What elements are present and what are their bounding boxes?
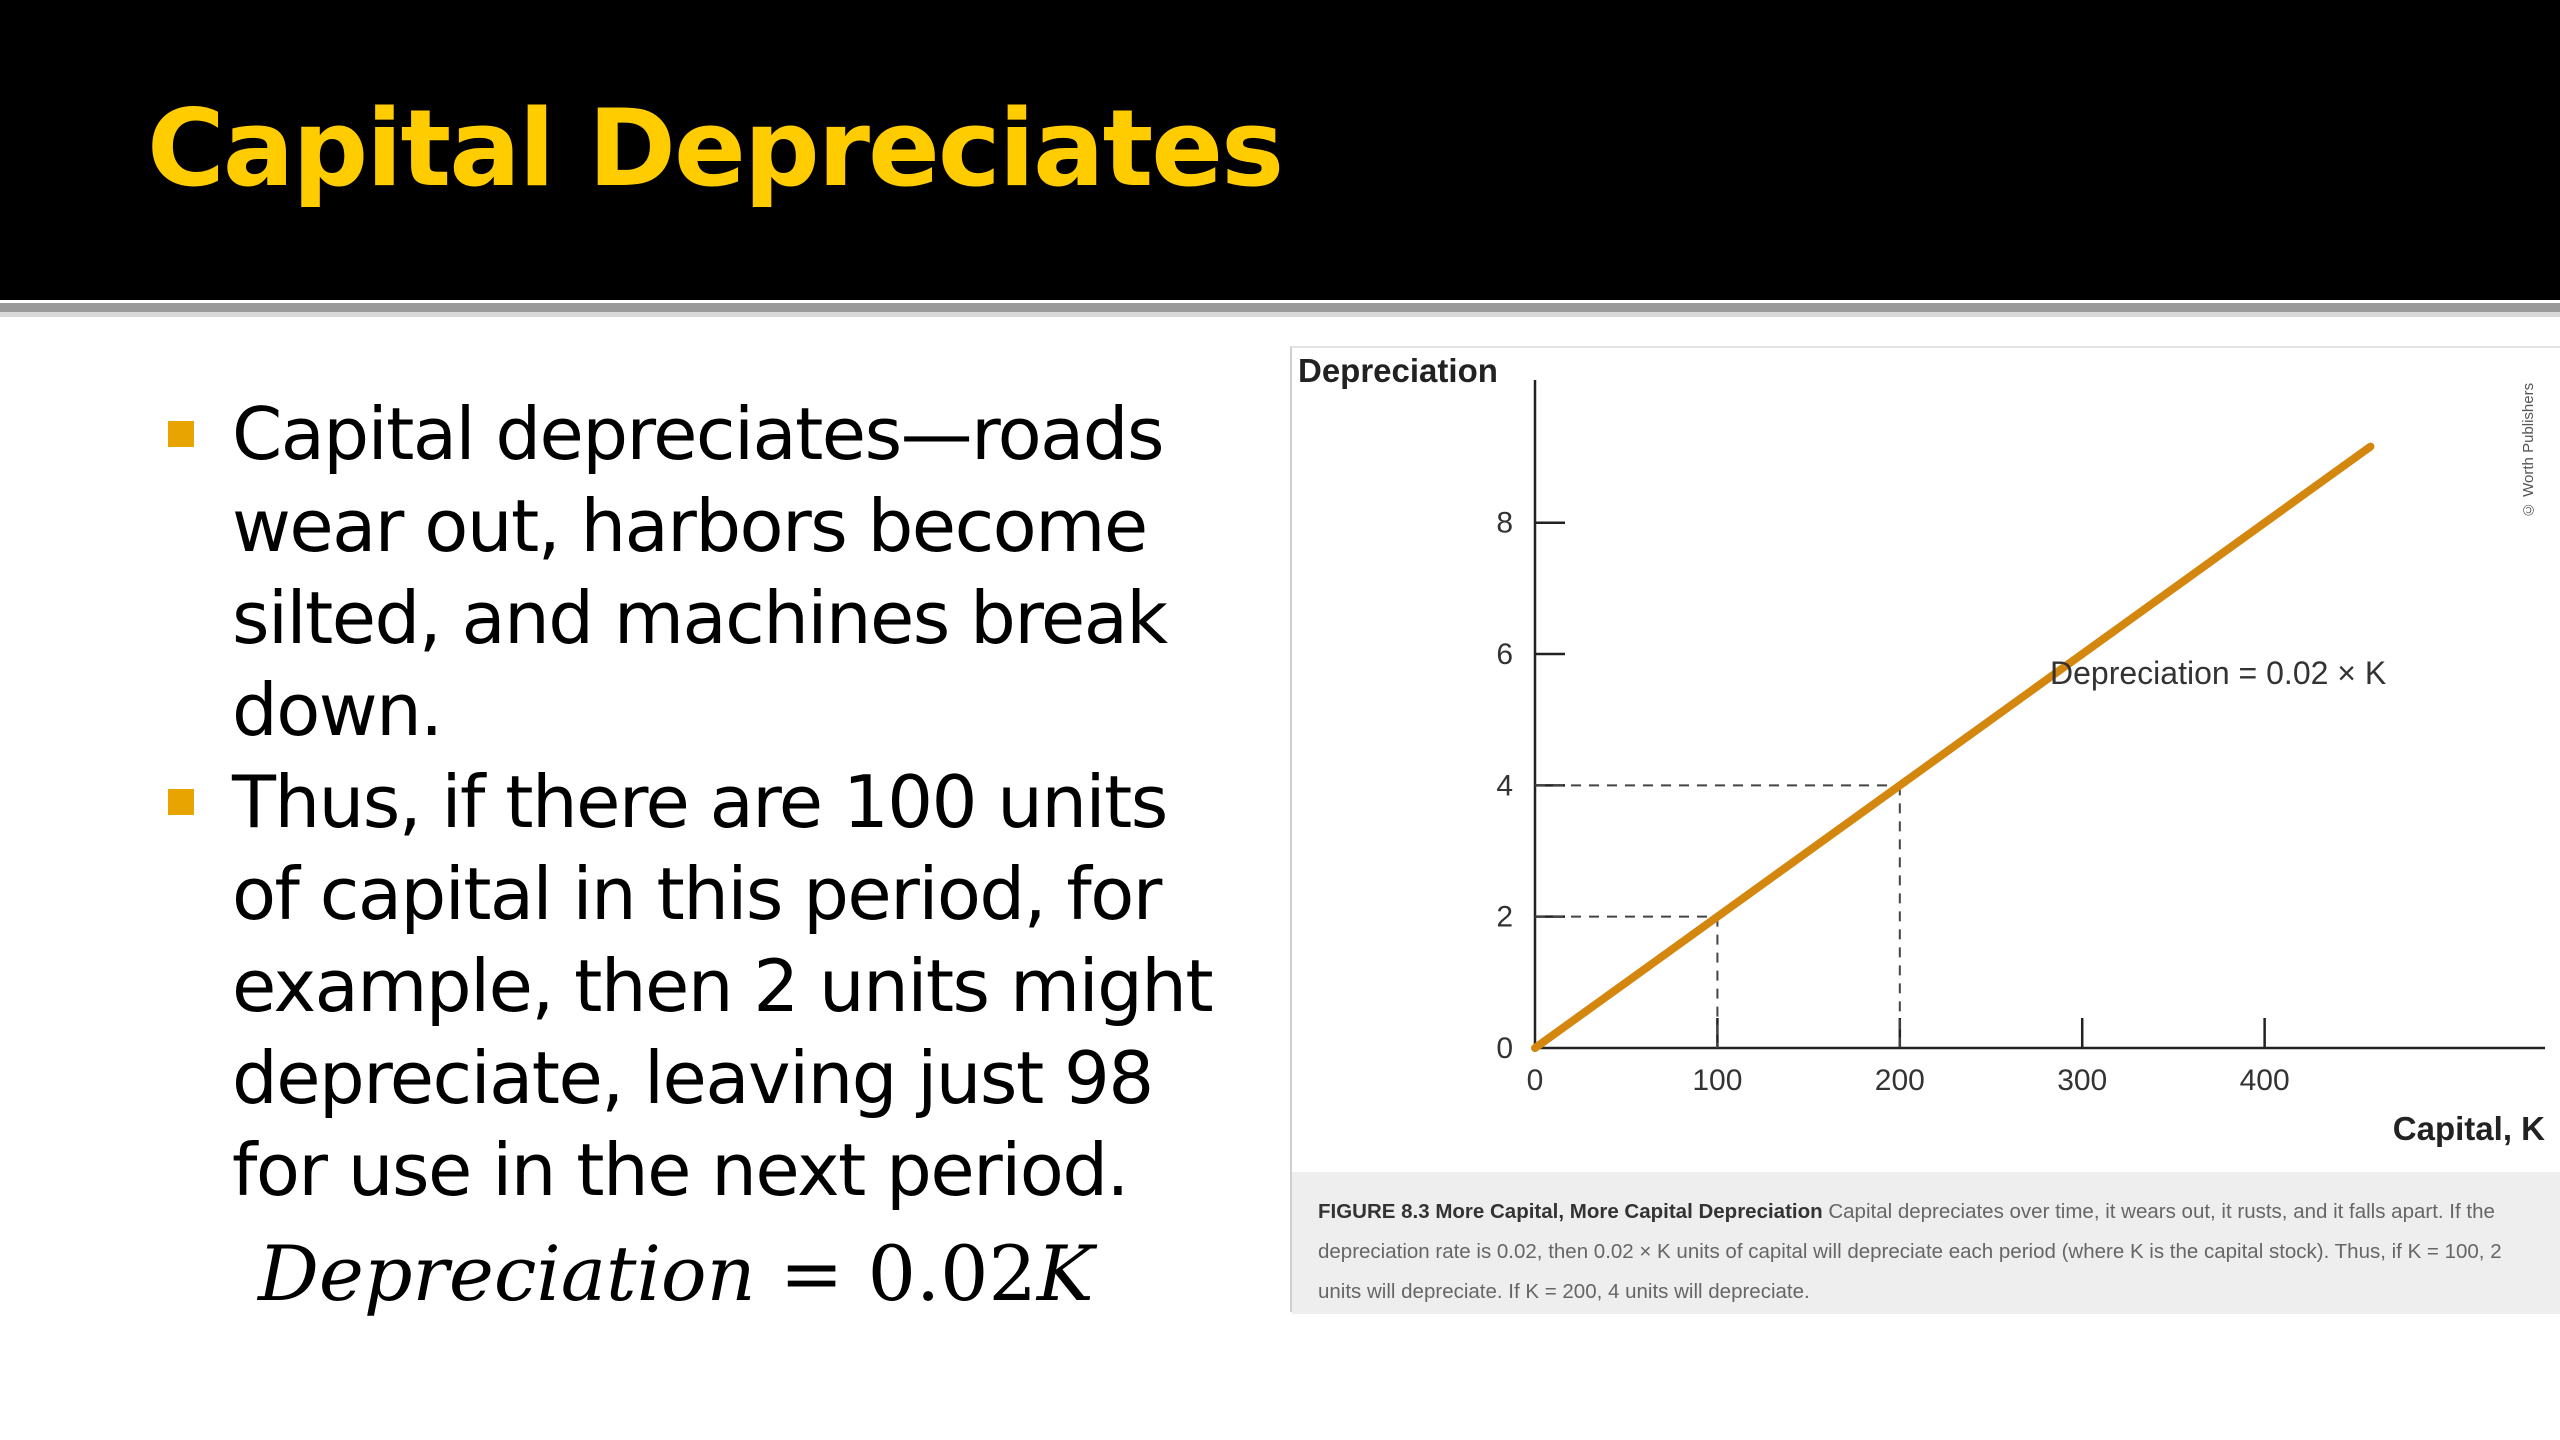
- caption-heading: FIGURE 8.3 More Capital, More Capital De…: [1318, 1200, 1823, 1223]
- square-bullet-icon: [168, 421, 194, 447]
- formula-equals: =: [755, 1229, 868, 1318]
- title-bar: Capital Depreciates: [0, 0, 2560, 300]
- square-bullet-icon: [168, 789, 194, 815]
- y-axis-title: Depreciation: [1298, 352, 1498, 389]
- depreciation-chart: 0 2 4 6 8 0 100 200 300 400 Depreciation Capital, K…: [1298, 352, 2545, 1147]
- y-tick-label: 8: [1496, 507, 1513, 540]
- formula-variable: K: [1036, 1229, 1094, 1318]
- slide-title: Capital Depreciates: [147, 87, 1284, 210]
- bullet-list: Capital depreciates—roads wear out, harb…: [168, 388, 1248, 1216]
- bullet-item: Thus, if there are 100 units of capital …: [168, 756, 1248, 1216]
- x-axis-title: Capital, K: [2393, 1110, 2545, 1147]
- title-divider: [0, 303, 2560, 312]
- bullet-item: Capital depreciates—roads wear out, harb…: [168, 388, 1248, 756]
- figure-caption: FIGURE 8.3 More Capital, More Capital De…: [1292, 1172, 2560, 1314]
- x-tick-label: 400: [2240, 1064, 2290, 1097]
- x-tick-label: 200: [1875, 1064, 1925, 1097]
- formula-coefficient: 0.02: [867, 1229, 1037, 1318]
- title-divider-shadow: [0, 312, 2560, 317]
- x-tick-label: 100: [1692, 1064, 1742, 1097]
- line-annotation: Depreciation = 0.02 × K: [2050, 655, 2386, 691]
- y-tick-label: 2: [1496, 901, 1513, 934]
- depreciation-line: [1531, 442, 2375, 1052]
- y-tick-label: 4: [1496, 769, 1513, 802]
- formula-lhs: Depreciation: [258, 1229, 756, 1318]
- bullet-text: Thus, if there are 100 units of capital …: [232, 760, 1214, 1212]
- caption-body: Capital depreciates over time, it wears …: [1318, 1200, 2502, 1303]
- x-tick-label: 0: [1527, 1064, 1544, 1097]
- y-tick-label: 0: [1496, 1032, 1513, 1065]
- depreciation-figure: 0 2 4 6 8 0 100 200 300 400 Depreciation Capital, K…: [1290, 346, 2560, 1314]
- depreciation-formula: Depreciation = 0.02K: [258, 1224, 1094, 1324]
- y-tick-label: 6: [1496, 638, 1513, 671]
- copyright-credit: © Worth Publishers: [2520, 382, 2537, 518]
- bullet-text: Capital depreciates—roads wear out, harb…: [232, 392, 1168, 752]
- x-tick-label: 300: [2057, 1064, 2107, 1097]
